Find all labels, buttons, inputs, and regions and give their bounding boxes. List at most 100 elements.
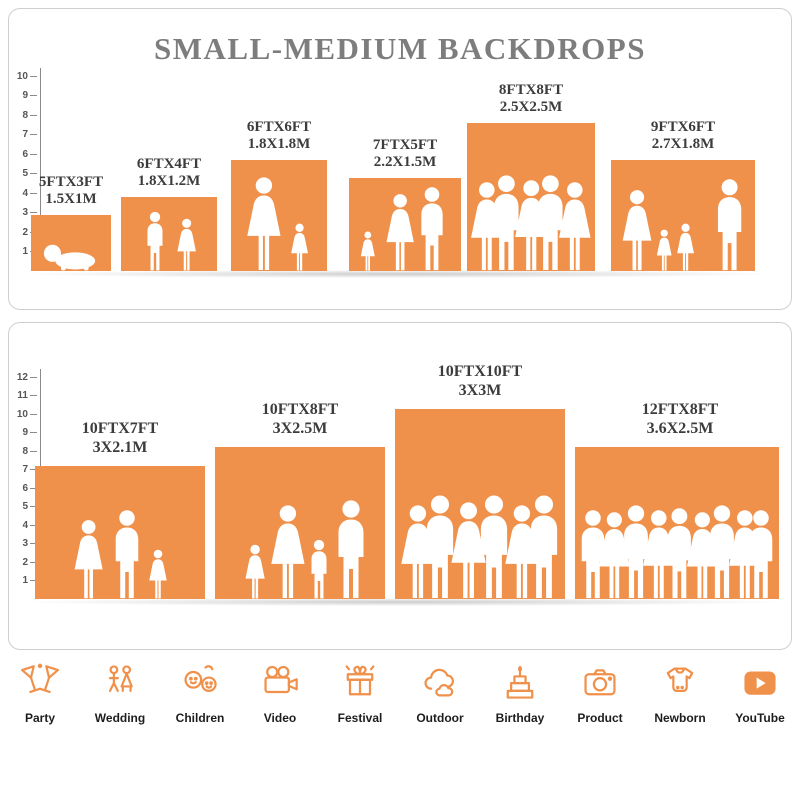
ruler-tick-mark — [30, 395, 37, 396]
ruler-tick-number: 5 — [22, 501, 28, 512]
backdrop-bar-7x5 — [349, 178, 461, 271]
category-label: Wedding — [94, 711, 146, 725]
newborn-icon — [666, 667, 694, 692]
category-label: Product — [577, 711, 623, 725]
category-label: Birthday — [495, 711, 545, 725]
ruler-tick-mark — [30, 192, 37, 194]
ruler-tick-mark — [30, 173, 37, 174]
silhouette-children — [147, 211, 196, 271]
ruler-tick-number: 9 — [22, 90, 28, 101]
backdrop-label: 6FTX6FT 1.8X1.8M — [246, 118, 312, 153]
ruler-tick-mark — [30, 469, 37, 470]
ruler-tick-number: 8 — [22, 445, 28, 457]
backdrop-bar-6x4 — [121, 197, 217, 271]
birthday-icon — [506, 665, 534, 699]
ruler-axis — [40, 68, 41, 271]
ruler-tick-number: 3 — [22, 207, 28, 218]
ruler-tick-mark — [30, 543, 37, 544]
ruler-tick: 12 — [13, 371, 43, 383]
backdrop-label: 12FTX8FT 3.6X2.5M — [641, 401, 719, 438]
ruler-tick-mark — [30, 212, 37, 213]
ruler-tick: 11 — [13, 390, 43, 402]
wedding-icon — [108, 665, 133, 692]
ruler-top: 1 2 3 4 5 6 7 8 9 10 — [13, 9, 45, 309]
ruler-tick-number: 5 — [22, 168, 28, 179]
category-row: Party Wedding Children Video — [0, 662, 800, 725]
ruler-tick: 1 — [13, 575, 43, 587]
ruler-tick: 2 — [13, 556, 43, 568]
ruler-tick-number: 4 — [22, 519, 28, 531]
ruler-tick: 5 — [13, 501, 43, 513]
silhouette-family — [622, 179, 742, 271]
ruler-tick-mark — [30, 413, 37, 415]
ruler-tick: 10 — [13, 70, 43, 82]
ruler-tick-number: 3 — [22, 538, 28, 549]
category-children: Children — [160, 662, 240, 725]
festival-icon — [345, 665, 375, 696]
ruler-tick-number: 11 — [17, 390, 28, 401]
page-title: SMALL-MEDIUM BACKDROPS — [154, 31, 646, 66]
ruler-tick-number: 10 — [16, 408, 28, 420]
backdrop-label: 10FTX8FT 3X2.5M — [261, 401, 339, 438]
ruler-tick: 9 — [13, 427, 43, 439]
ruler-tick: 6 — [13, 482, 43, 494]
ruler-tick: 7 — [13, 464, 43, 476]
category-outdoor: Outdoor — [400, 662, 480, 725]
video-icon — [264, 665, 298, 694]
ruler-tick-mark — [30, 580, 37, 581]
ruler-bottom: 1 2 3 4 5 6 7 8 9 10 11 12 — [13, 323, 45, 649]
category-label: Video — [263, 711, 297, 725]
ruler-tick: 3 — [13, 538, 43, 550]
ruler-tick: 7 — [13, 129, 43, 141]
ruler-tick: 5 — [13, 168, 43, 180]
ruler-tick-number: 4 — [22, 187, 28, 199]
ruler-tick-number: 2 — [22, 226, 28, 238]
silhouette-crowd — [581, 505, 773, 599]
ruler-tick: 6 — [13, 148, 43, 160]
category-label: Festival — [337, 711, 383, 725]
ruler-tick-number: 1 — [22, 575, 28, 586]
product-icon — [584, 669, 616, 696]
backdrop-label: 10FTX10FT 3X3M — [437, 363, 523, 400]
category-label: YouTube — [735, 711, 785, 725]
ruler-tick-mark — [30, 432, 37, 433]
ruler-tick-mark — [30, 153, 37, 155]
silhouette-group — [471, 175, 591, 271]
silhouette-group — [401, 495, 558, 599]
ruler-tick-mark — [30, 506, 37, 507]
youtube-icon — [744, 671, 776, 695]
ruler-tick-mark — [30, 114, 37, 116]
silhouette-family — [360, 187, 443, 271]
category-label: Outdoor — [416, 711, 464, 725]
category-birthday: Birthday — [480, 662, 560, 725]
ruler-tick-number: 7 — [22, 464, 28, 475]
outdoor-icon — [424, 668, 454, 697]
children-icon — [184, 665, 217, 692]
backdrop-bar-10x7 — [35, 466, 205, 599]
ruler-tick: 8 — [13, 109, 43, 121]
backdrop-bar-12x8 — [575, 447, 779, 599]
ruler-tick: 4 — [13, 187, 43, 199]
category-video: Video — [240, 662, 320, 725]
ruler-tick-number: 9 — [22, 427, 28, 438]
ruler-tick-mark — [30, 376, 37, 378]
ruler-tick: 10 — [13, 408, 43, 420]
ruler-tick-mark — [30, 487, 37, 489]
backdrop-bar-10x8 — [215, 447, 385, 599]
backdrop-label: 10FTX7FT 3X2.1M — [81, 420, 159, 457]
backdrop-label: 7FTX5FT 2.2X1.5M — [372, 136, 438, 171]
ruler-tick-mark — [30, 75, 37, 77]
silhouette-family — [74, 510, 167, 599]
baseline-shadow — [29, 598, 779, 606]
category-festival: Festival — [320, 662, 400, 725]
backdrop-label: 6FTX4FT 1.8X1.2M — [136, 155, 202, 190]
backdrop-bar-6x6 — [231, 160, 327, 271]
category-newborn: Newborn — [640, 662, 720, 725]
category-label: Newborn — [654, 711, 706, 725]
panel-small-backdrops: SMALL-MEDIUM BACKDROPS 1 2 3 4 5 6 7 8 9 10 5FTX3… — [8, 8, 792, 310]
ruler-tick-number: 12 — [16, 371, 28, 383]
backdrop-bar-8x8 — [467, 123, 595, 271]
backdrop-bar-9x6 — [611, 160, 755, 271]
ruler-tick: 4 — [13, 519, 43, 531]
category-product: Product — [560, 662, 640, 725]
